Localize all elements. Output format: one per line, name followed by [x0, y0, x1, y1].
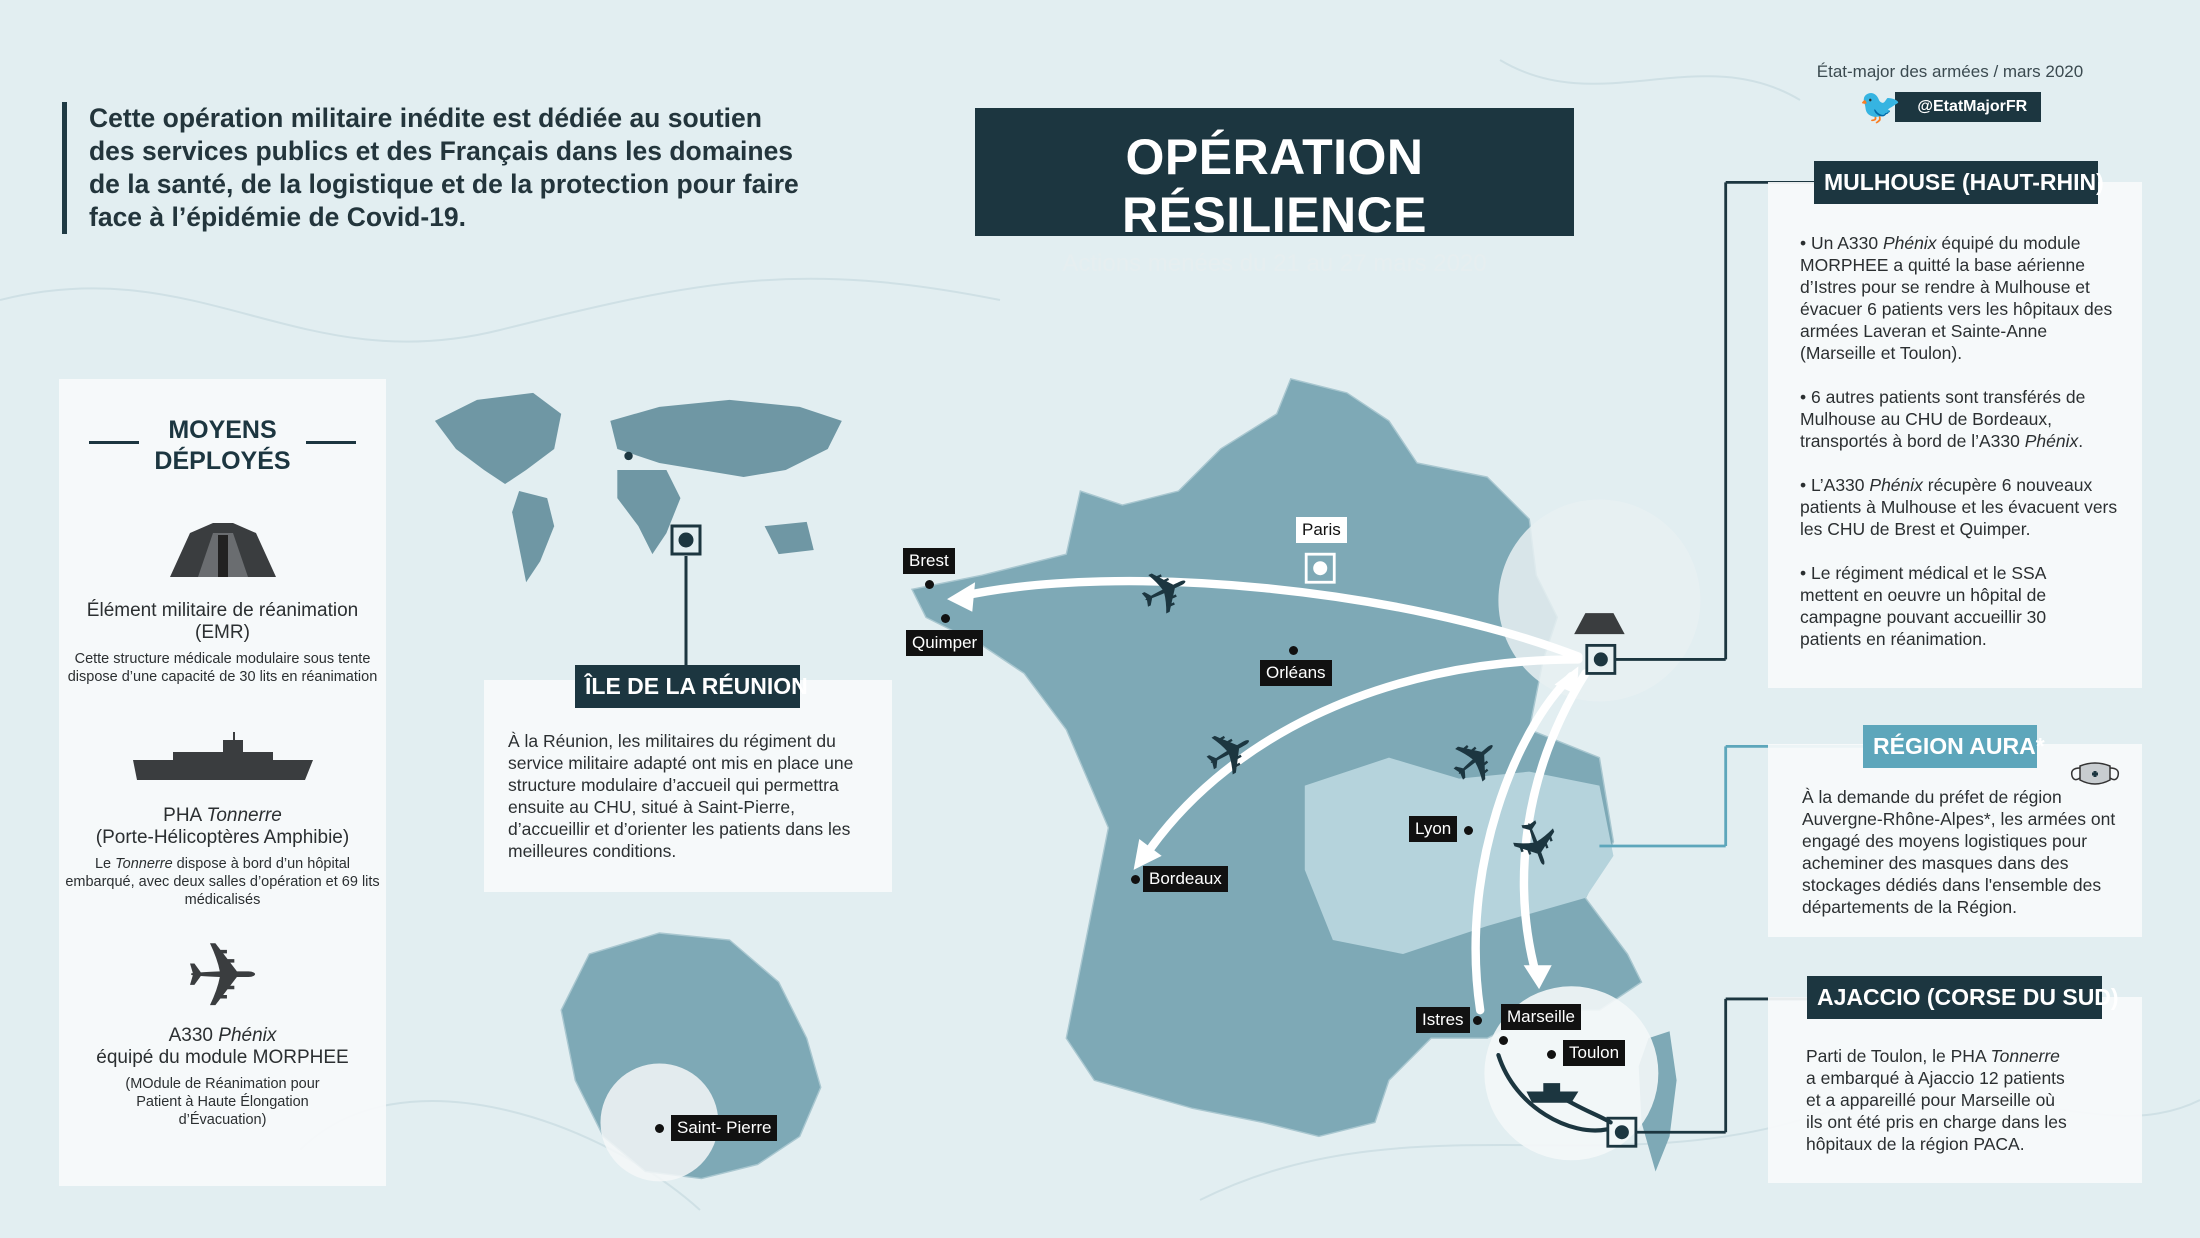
- france-marker: [624, 451, 633, 461]
- city-dot: [655, 1124, 664, 1133]
- city-label-bordeaux: Bordeaux: [1143, 866, 1228, 892]
- intro-text: Cette opération militaire inédite est dé…: [62, 102, 802, 234]
- twitter-badge[interactable]: 🐦 @EtatMajorFR: [1859, 88, 2042, 126]
- reunion-target-icon: [670, 524, 702, 665]
- city-dot: [1547, 1050, 1556, 1059]
- mulhouse-bullet: • Un A330 Phénix équipé du module MORPHE…: [1800, 233, 2113, 363]
- twitter-bird-icon: 🐦: [1859, 88, 1902, 126]
- paris-target-icon: [1304, 552, 1336, 584]
- face-mask-icon: [2070, 762, 2120, 785]
- city-dot: [1473, 1016, 1482, 1025]
- mulhouse-highlight: [1498, 499, 1701, 702]
- france-mainland: [910, 377, 1643, 1138]
- city-label-toulon: Toulon: [1563, 1040, 1626, 1066]
- page-subtitle: Actions menées du 21 au 27 mars 2020: [1062, 250, 1487, 277]
- aura-region: [1304, 757, 1614, 955]
- mulhouse-bullet: • 6 autres patients sont transférés de M…: [1800, 387, 2086, 451]
- credit: État-major des armées / mars 2020: [1816, 62, 2084, 81]
- south-america: [512, 491, 555, 583]
- world-map: [434, 392, 842, 583]
- moyens-panel: MOYENS DÉPLOYÉS Élément militaire de réan…: [59, 379, 386, 1186]
- divider: [89, 441, 139, 444]
- ship-icon: [1526, 1083, 1579, 1103]
- reunion-panel: À la Réunion, les militaires du régiment…: [484, 680, 892, 892]
- arrow-heads: [947, 582, 1579, 990]
- divider: [306, 441, 356, 444]
- ajaccio-header: AJACCIO (CORSE DU SUD): [1807, 976, 2119, 1019]
- page-title: OPÉRATION RÉSILIENCE: [1121, 129, 1428, 243]
- city-dot: [1289, 646, 1298, 655]
- mulhouse-panel: • Un A330 Phénix équipé du module MORPHE…: [1768, 182, 2142, 688]
- city-label-saint-pierre: Saint- Pierre: [671, 1115, 778, 1141]
- north-america: [434, 392, 562, 485]
- saint-pierre-highlight: [600, 1063, 719, 1182]
- arrow-mulhouse-brest: [956, 576, 1583, 661]
- australia: [764, 521, 814, 555]
- city-dot: [1131, 875, 1140, 884]
- africa: [617, 470, 681, 555]
- city-dot: [925, 580, 934, 589]
- moyens-item-emr: Élément militaire de réanimation (EMR) C…: [59, 521, 386, 686]
- aura-panel: À la demande du préfet de région Auvergn…: [1768, 744, 2142, 937]
- arrow-istres-mulhouse: [1471, 672, 1576, 1015]
- airplane-icon: ✈: [184, 927, 261, 1027]
- city-label-marseille: Marseille: [1501, 1004, 1582, 1030]
- ajaccio-panel: Parti de Toulon, le PHA Tonnerre a embar…: [1768, 997, 2142, 1183]
- city-label-quimper: Quimper: [906, 630, 984, 656]
- city-dot: [941, 614, 950, 623]
- city-label-paris: Paris: [1296, 517, 1347, 543]
- arrow-mulhouse-marseille: [1519, 669, 1590, 980]
- mulhouse-tent-icon: [1574, 613, 1625, 635]
- reunion-header: ÎLE DE LA RÉUNION: [575, 665, 808, 708]
- city-label-istres: Istres: [1416, 1007, 1470, 1033]
- mulhouse-bullet: • L’A330 Phénix récupère 6 nouveaux pati…: [1800, 475, 2118, 539]
- moyens-item-a330: ✈ A330 Phénix équipé du module MORPHEE (M…: [59, 929, 386, 1129]
- ship-icon: [132, 732, 313, 780]
- moyens-title: MOYENS DÉPLOYÉS: [154, 416, 291, 475]
- eurasia: [610, 399, 842, 478]
- city-label-brest: Brest: [903, 548, 955, 574]
- tent-icon: [169, 523, 276, 577]
- mulhouse-bullet: • Le régiment médical et le SSA mettent …: [1800, 563, 2047, 649]
- arrow-mulhouse-bordeaux: [1139, 655, 1583, 863]
- city-dot: [1464, 826, 1473, 835]
- flight-arrows: [956, 576, 1613, 1133]
- moyens-item-pha: PHA Tonnerre (Porte-Hélicoptères Amphibie…: [59, 732, 386, 909]
- city-label-orleans: Orléans: [1260, 660, 1332, 686]
- twitter-handle[interactable]: @EtatMajorFR: [1895, 92, 2042, 122]
- city-label-lyon: Lyon: [1409, 816, 1458, 842]
- arrow-corse-loop-1: [1496, 1052, 1609, 1133]
- aura-header: RÉGION AURA*: [1863, 725, 2045, 768]
- city-dot: [1499, 1036, 1508, 1045]
- title-box: OPÉRATION RÉSILIENCE Actions menées du 2…: [975, 108, 1574, 277]
- france-map: ✈ ✈ ✈ ✈: [560, 180, 1864, 1182]
- mulhouse-header: MULHOUSE (HAUT-RHIN): [1814, 161, 2104, 204]
